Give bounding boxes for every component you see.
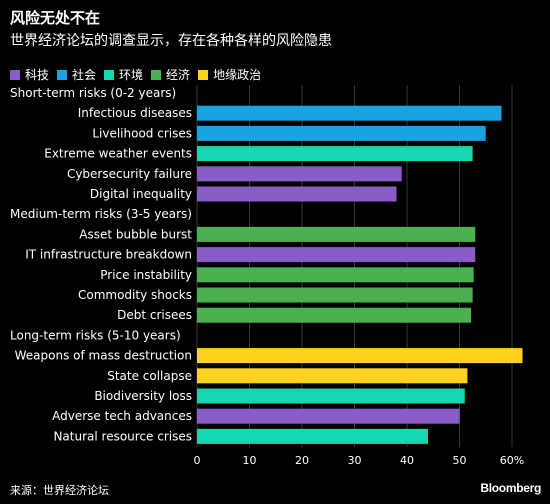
legend-item-environment: 环境 xyxy=(104,66,143,83)
chart-subtitle: 世界经济论坛的调查显示，存在各种各样的风险隐患 xyxy=(10,33,332,49)
legend-swatch xyxy=(198,69,209,80)
legend-label: 经济 xyxy=(166,68,191,82)
legend-swatch xyxy=(57,69,68,80)
legend-item-geopolitics: 地缘政治 xyxy=(198,66,261,83)
x-tick-label: 60% xyxy=(500,454,524,467)
bar xyxy=(197,267,474,283)
x-tick-label: 10 xyxy=(243,454,257,467)
chart-title: 风险无处不在 xyxy=(10,9,101,27)
bar xyxy=(197,146,473,162)
group-header: Medium-term risks (3-5 years) xyxy=(10,207,192,221)
bar xyxy=(197,388,465,404)
legend-swatch xyxy=(104,69,115,80)
bar xyxy=(197,166,402,182)
bar xyxy=(197,105,502,121)
category-label: Asset bubble burst xyxy=(79,227,192,241)
x-tick-label: 30 xyxy=(348,454,362,467)
source-note: 来源：世界经济论坛 xyxy=(10,484,109,497)
category-label: Livelihood crises xyxy=(92,126,192,140)
legend-label: 地缘政治 xyxy=(213,68,262,82)
category-label: Extreme weather events xyxy=(44,147,192,161)
legend-label: 环境 xyxy=(119,68,144,82)
legend: 科技 社会 环境 经济 地缘政治 xyxy=(10,66,269,83)
legend-swatch xyxy=(151,69,162,80)
bar xyxy=(197,307,472,323)
category-label: Price instability xyxy=(100,268,192,282)
legend-label: 社会 xyxy=(72,68,97,82)
group-header: Long-term risks (5-10 years) xyxy=(10,328,181,342)
category-label: State collapse xyxy=(107,369,192,383)
bar xyxy=(197,125,486,141)
bar xyxy=(197,408,460,424)
x-tick-label: 40 xyxy=(400,454,414,467)
legend-item-economy: 经济 xyxy=(151,66,190,83)
category-label: IT infrastructure breakdown xyxy=(25,248,192,262)
legend-item-tech: 科技 xyxy=(10,66,49,83)
legend-label: 科技 xyxy=(25,68,50,82)
category-label: Biodiversity loss xyxy=(94,389,192,403)
category-label: Adverse tech advances xyxy=(52,409,192,423)
category-label: Weapons of mass destruction xyxy=(15,349,192,363)
bloomberg-logo: Bloomberg xyxy=(480,481,541,495)
bar xyxy=(197,428,428,444)
x-tick-label: 50 xyxy=(453,454,467,467)
category-label: Digital inequality xyxy=(90,187,192,201)
legend-swatch xyxy=(10,69,20,80)
bar xyxy=(197,368,468,384)
category-label: Natural resource crises xyxy=(53,429,192,443)
bar xyxy=(197,186,397,202)
category-label: Debt crisees xyxy=(117,308,192,322)
bar xyxy=(197,348,523,364)
bar xyxy=(197,287,473,303)
bar xyxy=(197,247,476,263)
legend-item-society: 社会 xyxy=(57,66,96,83)
x-tick-label: 20 xyxy=(295,454,309,467)
category-label: Infectious diseases xyxy=(78,106,192,120)
category-label: Cybersecurity failure xyxy=(67,167,192,181)
group-header: Short-term risks (0-2 years) xyxy=(10,86,176,100)
category-label: Commodity shocks xyxy=(78,288,192,302)
x-tick-label: 0 xyxy=(194,454,201,467)
bar xyxy=(197,226,476,242)
